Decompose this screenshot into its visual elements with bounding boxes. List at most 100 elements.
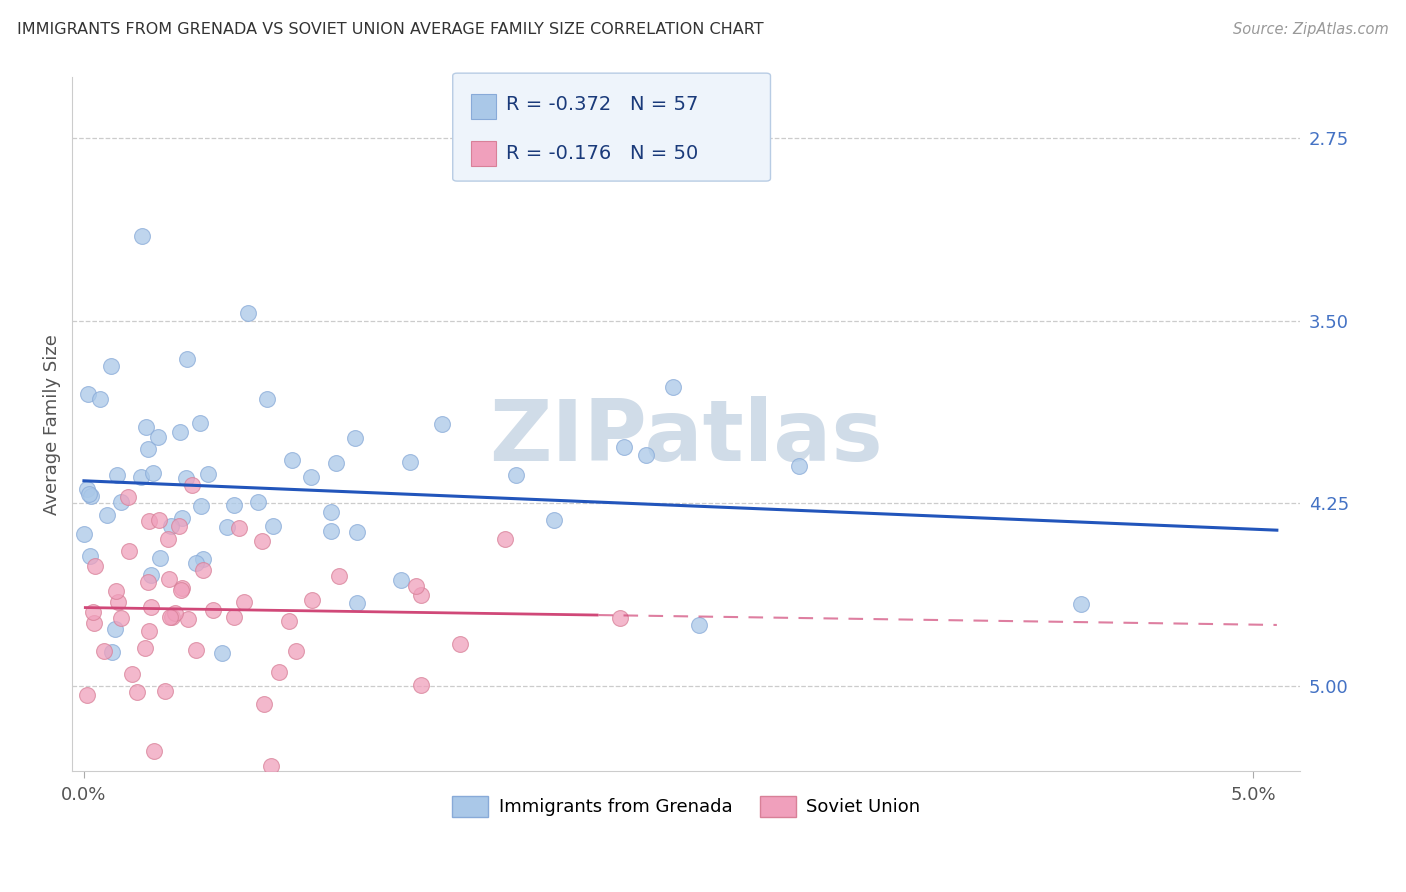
Point bbox=[409, 678, 432, 692]
Point bbox=[105, 584, 128, 599]
Point bbox=[167, 519, 190, 533]
Point bbox=[193, 563, 215, 577]
Point bbox=[399, 455, 422, 469]
Point bbox=[278, 615, 301, 629]
Point bbox=[110, 610, 132, 624]
Point bbox=[661, 380, 683, 394]
Point bbox=[224, 498, 246, 512]
Point bbox=[299, 469, 322, 483]
Point bbox=[411, 588, 433, 602]
Point bbox=[346, 524, 368, 539]
Point bbox=[73, 526, 96, 541]
Point bbox=[346, 596, 368, 610]
Text: IMMIGRANTS FROM GRENADA VS SOVIET UNION AVERAGE FAMILY SIZE CORRELATION CHART: IMMIGRANTS FROM GRENADA VS SOVIET UNION … bbox=[17, 22, 763, 37]
Point bbox=[267, 665, 290, 680]
Point bbox=[83, 605, 105, 619]
Point bbox=[160, 518, 183, 533]
Point bbox=[136, 442, 159, 456]
Point bbox=[505, 468, 527, 483]
Point bbox=[1070, 597, 1092, 611]
Point bbox=[89, 392, 111, 407]
Point bbox=[149, 551, 172, 566]
Point bbox=[118, 544, 141, 558]
Point bbox=[325, 456, 347, 470]
Point bbox=[142, 466, 165, 480]
Point bbox=[190, 499, 212, 513]
Point bbox=[634, 448, 657, 462]
Point bbox=[110, 494, 132, 508]
Point bbox=[688, 618, 710, 632]
Point bbox=[83, 615, 105, 630]
Point bbox=[121, 667, 143, 681]
Point bbox=[232, 595, 254, 609]
Point bbox=[262, 518, 284, 533]
Point bbox=[201, 603, 224, 617]
Point bbox=[181, 478, 204, 492]
Point bbox=[163, 606, 186, 620]
Point bbox=[184, 643, 207, 657]
Point bbox=[432, 417, 454, 432]
Point bbox=[609, 610, 631, 624]
Y-axis label: Average Family Size: Average Family Size bbox=[44, 334, 60, 515]
Point bbox=[157, 532, 180, 546]
Point bbox=[177, 612, 200, 626]
Point bbox=[211, 646, 233, 660]
Point bbox=[157, 573, 180, 587]
Point bbox=[197, 467, 219, 482]
Point bbox=[170, 511, 193, 525]
Point bbox=[93, 644, 115, 658]
Point bbox=[141, 599, 163, 614]
Point bbox=[224, 610, 246, 624]
Point bbox=[135, 420, 157, 434]
Point bbox=[131, 228, 153, 243]
Point bbox=[117, 491, 139, 505]
Point bbox=[494, 532, 516, 546]
Point bbox=[125, 685, 148, 699]
Point bbox=[301, 592, 323, 607]
Point bbox=[253, 697, 276, 711]
Point bbox=[389, 573, 412, 587]
Point bbox=[215, 520, 238, 534]
Point bbox=[174, 470, 197, 484]
Text: ZIPatlas: ZIPatlas bbox=[489, 396, 883, 479]
Point bbox=[76, 386, 98, 401]
Point bbox=[319, 524, 342, 538]
Text: R = -0.372   N = 57: R = -0.372 N = 57 bbox=[506, 95, 699, 114]
Point bbox=[129, 470, 152, 484]
Point bbox=[153, 684, 176, 698]
Point bbox=[100, 645, 122, 659]
Point bbox=[105, 467, 128, 482]
Point bbox=[191, 551, 214, 566]
Point bbox=[321, 505, 343, 519]
Point bbox=[134, 641, 156, 656]
Point bbox=[256, 392, 278, 406]
Point bbox=[281, 452, 304, 467]
Point bbox=[449, 637, 471, 651]
Point bbox=[543, 513, 565, 527]
Point bbox=[260, 759, 283, 773]
Point bbox=[188, 416, 211, 430]
Point bbox=[79, 489, 101, 503]
Point bbox=[247, 494, 270, 508]
Point bbox=[104, 623, 127, 637]
Point bbox=[343, 431, 366, 445]
Point bbox=[79, 549, 101, 563]
Text: R = -0.176   N = 50: R = -0.176 N = 50 bbox=[506, 144, 699, 163]
Point bbox=[186, 556, 208, 570]
Point bbox=[252, 533, 274, 548]
Point bbox=[176, 351, 198, 366]
Point bbox=[148, 430, 170, 444]
Point bbox=[162, 609, 184, 624]
Legend: Immigrants from Grenada, Soviet Union: Immigrants from Grenada, Soviet Union bbox=[444, 789, 928, 824]
Point bbox=[96, 508, 118, 522]
Point bbox=[77, 487, 100, 501]
Point bbox=[139, 568, 162, 582]
Point bbox=[107, 595, 129, 609]
Text: Source: ZipAtlas.com: Source: ZipAtlas.com bbox=[1233, 22, 1389, 37]
Point bbox=[138, 624, 160, 638]
Point bbox=[143, 744, 166, 758]
Point bbox=[170, 582, 193, 597]
Point bbox=[84, 558, 107, 573]
Point bbox=[285, 644, 308, 658]
Point bbox=[236, 306, 259, 320]
